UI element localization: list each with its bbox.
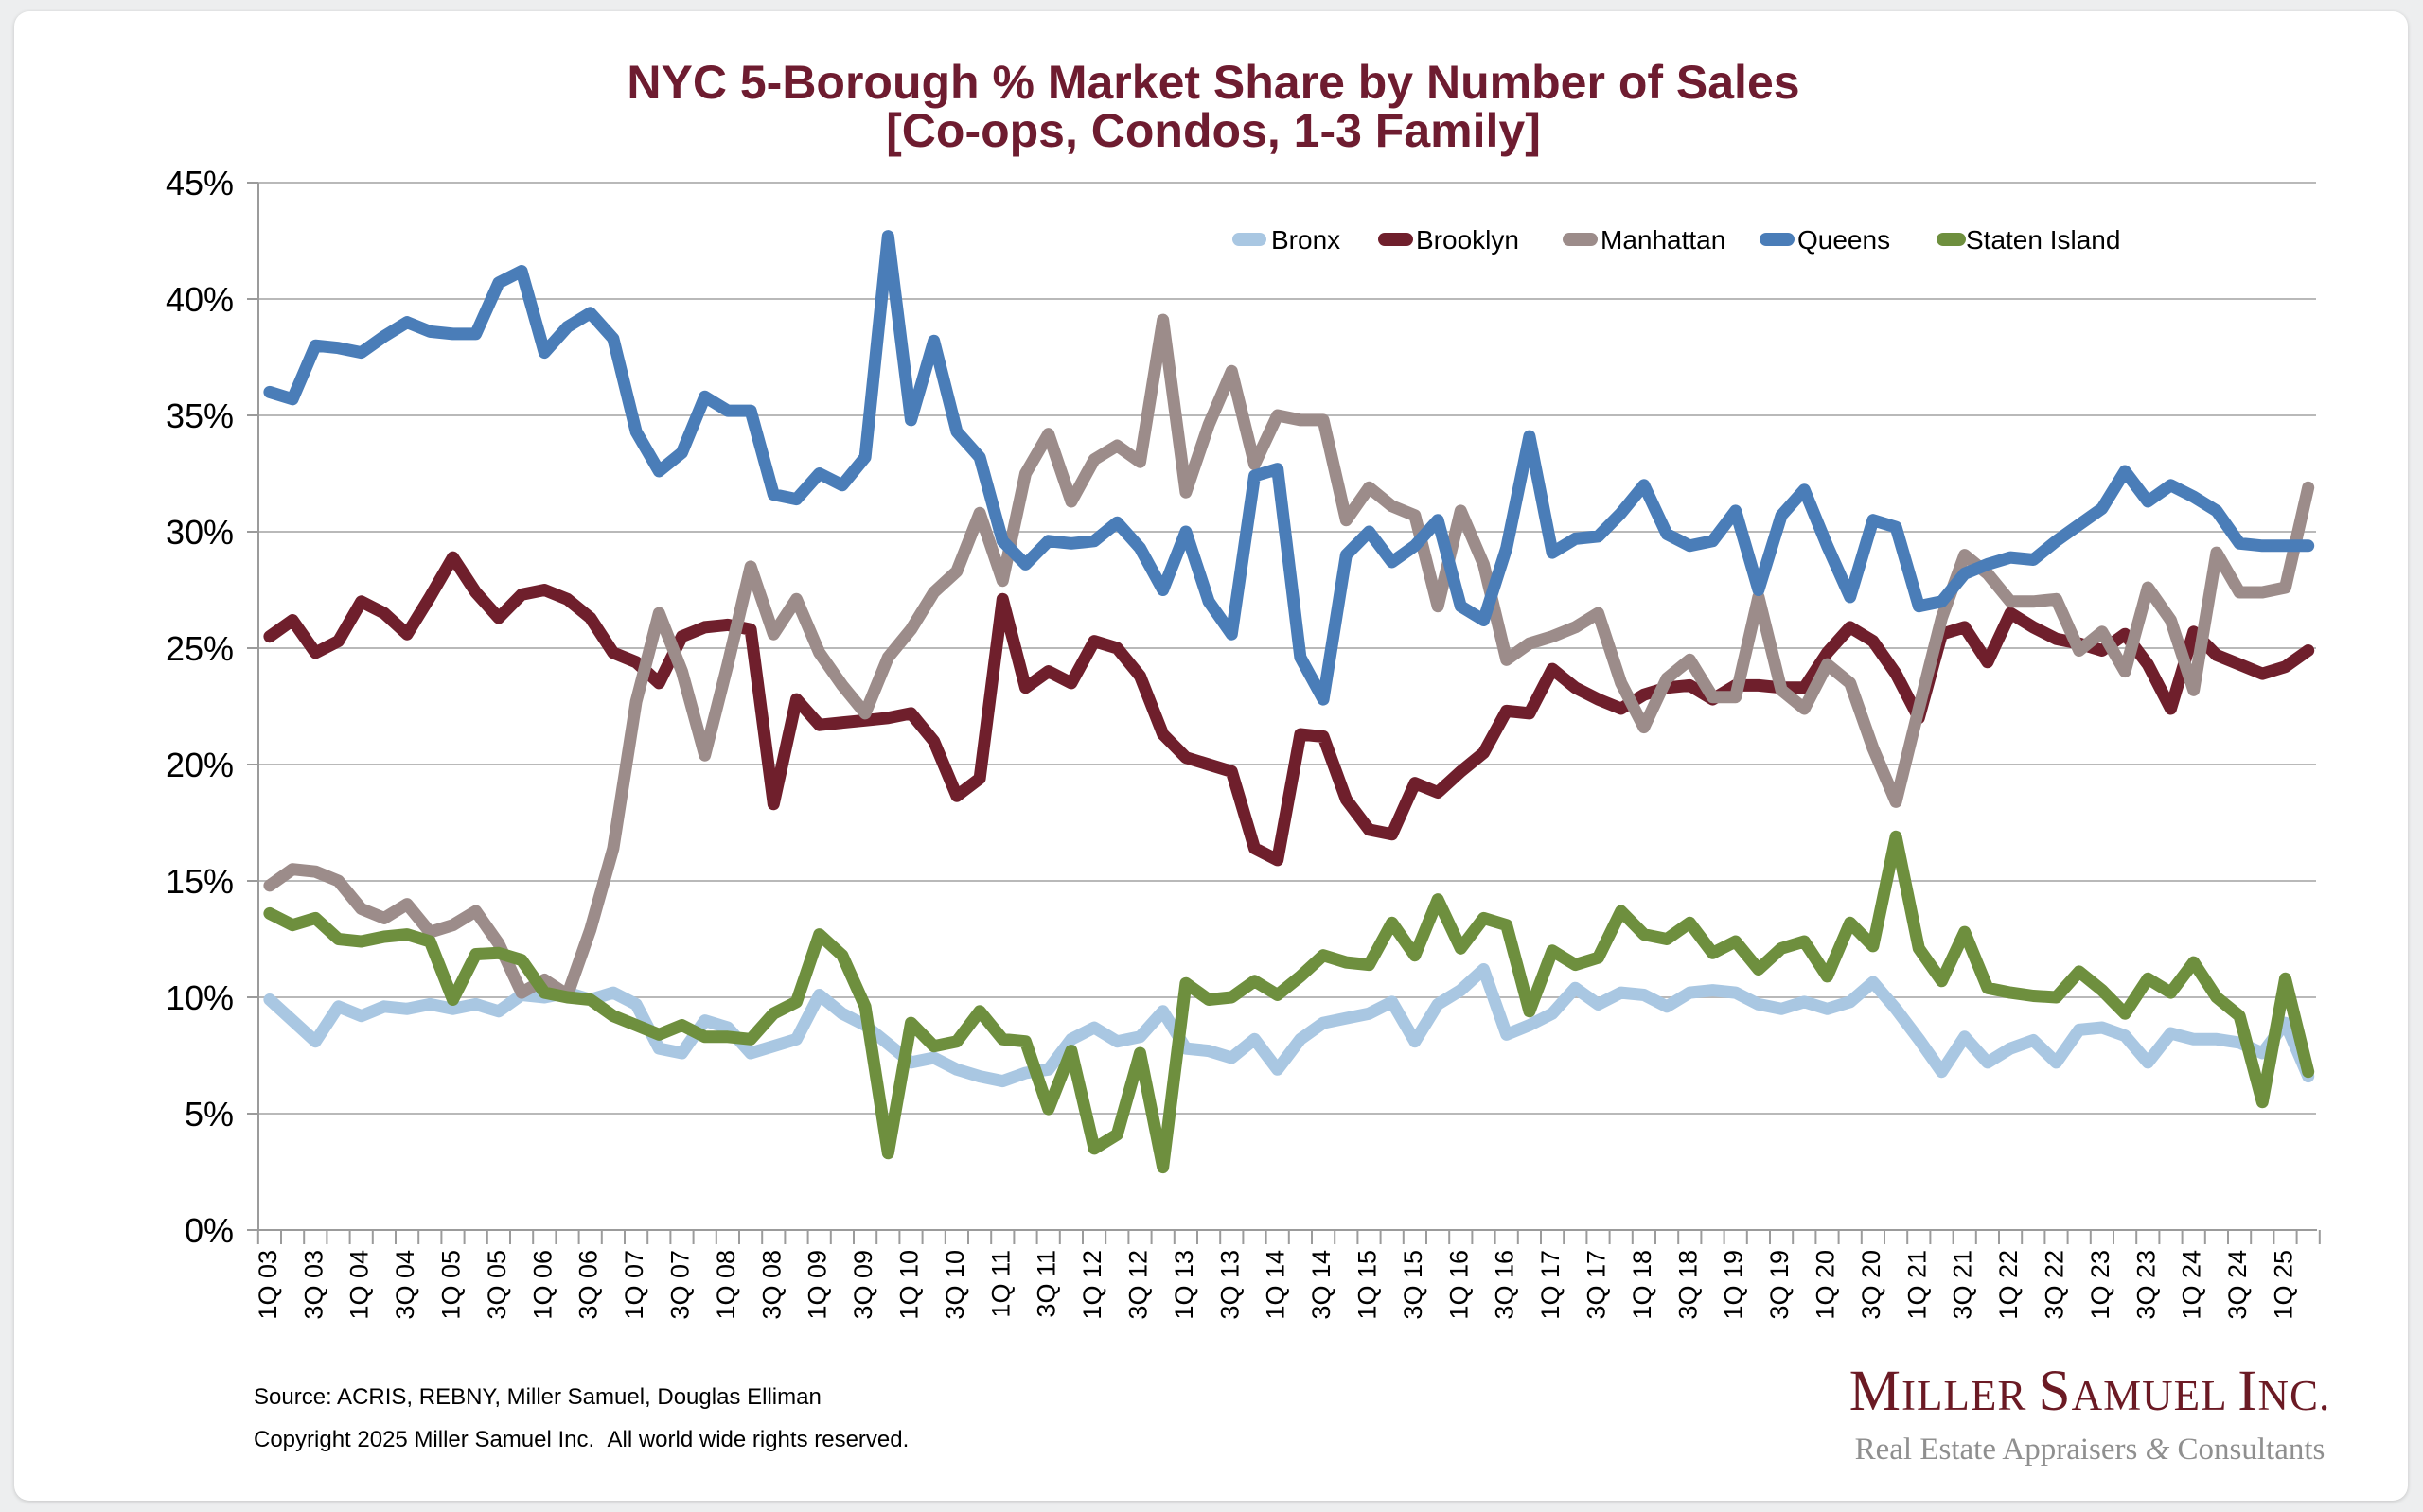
svg-text:1Q 04: 1Q 04 <box>345 1250 374 1320</box>
svg-text:Real Estate Appraisers & Consu: Real Estate Appraisers & Consultants <box>1855 1433 2326 1467</box>
svg-text:1Q 07: 1Q 07 <box>620 1250 648 1320</box>
svg-text:1Q 08: 1Q 08 <box>712 1250 740 1320</box>
svg-text:3Q 14: 3Q 14 <box>1307 1250 1335 1320</box>
svg-text:1Q 15: 1Q 15 <box>1353 1250 1382 1320</box>
svg-text:40%: 40% <box>166 280 234 319</box>
svg-text:1Q 09: 1Q 09 <box>804 1250 832 1320</box>
svg-text:3Q 07: 3Q 07 <box>666 1250 695 1320</box>
svg-text:3Q 08: 3Q 08 <box>757 1250 786 1320</box>
svg-text:3Q 18: 3Q 18 <box>1673 1250 1702 1320</box>
svg-text:3Q 15: 3Q 15 <box>1399 1250 1427 1320</box>
svg-text:3Q 04: 3Q 04 <box>391 1250 419 1320</box>
svg-text:3Q 12: 3Q 12 <box>1124 1250 1153 1320</box>
svg-text:1Q 10: 1Q 10 <box>895 1250 924 1320</box>
svg-text:1Q 20: 1Q 20 <box>1812 1250 1840 1320</box>
svg-text:3Q 11: 3Q 11 <box>1033 1250 1061 1318</box>
svg-text:Staten Island: Staten Island <box>1966 225 2120 255</box>
svg-text:5%: 5% <box>185 1095 234 1134</box>
svg-text:20%: 20% <box>166 746 234 784</box>
svg-text:Manhattan: Manhattan <box>1601 225 1725 255</box>
svg-text:3Q 19: 3Q 19 <box>1765 1250 1794 1320</box>
svg-text:1Q 23: 1Q 23 <box>2086 1250 2114 1320</box>
svg-text:1Q 12: 1Q 12 <box>1078 1250 1106 1320</box>
svg-text:3Q 23: 3Q 23 <box>2131 1250 2160 1320</box>
svg-text:1Q 13: 1Q 13 <box>1170 1250 1198 1320</box>
svg-text:3Q 22: 3Q 22 <box>2041 1250 2069 1320</box>
svg-text:15%: 15% <box>166 862 234 901</box>
svg-text:30%: 30% <box>166 513 234 552</box>
svg-text:Brooklyn: Brooklyn <box>1416 225 1519 255</box>
svg-text:1Q 22: 1Q 22 <box>1994 1250 2023 1320</box>
svg-text:NYC 5-Borough % Market Share b: NYC 5-Borough % Market Share by Number o… <box>627 56 1799 109</box>
svg-text:3Q 09: 3Q 09 <box>849 1250 877 1320</box>
svg-text:3Q 24: 3Q 24 <box>2223 1250 2252 1320</box>
svg-text:3Q 13: 3Q 13 <box>1215 1250 1244 1320</box>
svg-text:MILLER SAMUEL INC.: MILLER SAMUEL INC. <box>1849 1360 2331 1423</box>
svg-text:3Q 21: 3Q 21 <box>1949 1250 1977 1320</box>
svg-text:1Q 11: 1Q 11 <box>986 1250 1015 1318</box>
svg-text:3Q 03: 3Q 03 <box>299 1250 327 1320</box>
svg-text:Copyright 2025 Miller Samuel I: Copyright 2025 Miller Samuel Inc. All wo… <box>254 1427 909 1452</box>
svg-text:1Q 21: 1Q 21 <box>1902 1250 1931 1320</box>
svg-text:Bronx: Bronx <box>1271 225 1340 255</box>
svg-text:1Q 24: 1Q 24 <box>2178 1250 2206 1320</box>
svg-text:1Q 03: 1Q 03 <box>254 1250 282 1320</box>
svg-text:35%: 35% <box>166 396 234 435</box>
svg-text:Source: ACRIS, REBNY, Miller S: Source: ACRIS, REBNY, Miller Samuel, Dou… <box>254 1384 822 1410</box>
svg-text:0%: 0% <box>185 1211 234 1250</box>
svg-text:3Q 20: 3Q 20 <box>1857 1250 1885 1320</box>
svg-text:3Q 16: 3Q 16 <box>1491 1250 1519 1320</box>
svg-text:1Q 17: 1Q 17 <box>1536 1250 1565 1320</box>
svg-text:Queens: Queens <box>1797 225 1890 255</box>
svg-text:3Q 17: 3Q 17 <box>1583 1250 1611 1320</box>
svg-text:1Q 14: 1Q 14 <box>1262 1250 1290 1320</box>
svg-text:1Q 06: 1Q 06 <box>528 1250 557 1320</box>
svg-text:3Q 05: 3Q 05 <box>483 1250 511 1320</box>
svg-text:3Q 06: 3Q 06 <box>575 1250 603 1320</box>
svg-text:1Q 25: 1Q 25 <box>2270 1250 2298 1320</box>
svg-text:45%: 45% <box>166 164 234 202</box>
svg-text:1Q 18: 1Q 18 <box>1628 1250 1656 1320</box>
svg-text:1Q 05: 1Q 05 <box>437 1250 466 1320</box>
svg-text:10%: 10% <box>166 978 234 1017</box>
svg-text:[Co-ops, Condos, 1-3 Family]: [Co-ops, Condos, 1-3 Family] <box>886 104 1541 157</box>
svg-text:25%: 25% <box>166 629 234 668</box>
svg-text:1Q 16: 1Q 16 <box>1444 1250 1473 1320</box>
svg-text:1Q 19: 1Q 19 <box>1720 1250 1748 1320</box>
svg-text:3Q 10: 3Q 10 <box>941 1250 969 1320</box>
